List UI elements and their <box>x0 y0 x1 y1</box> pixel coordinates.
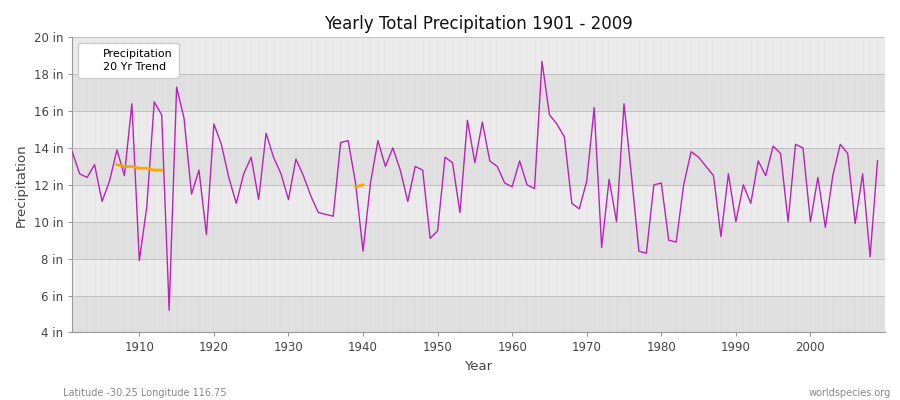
Precipitation <box>611 219 622 224</box>
Text: Latitude -30.25 Longitude 116.75: Latitude -30.25 Longitude 116.75 <box>63 388 227 398</box>
20 Yr Trend <box>141 166 152 171</box>
Precipitation <box>536 59 547 64</box>
20 Yr Trend <box>127 164 138 169</box>
X-axis label: Year: Year <box>464 360 492 373</box>
Precipitation <box>127 101 138 106</box>
Precipitation <box>872 158 883 163</box>
Precipitation <box>164 308 175 313</box>
Precipitation <box>514 158 525 163</box>
Line: 20 Yr Trend: 20 Yr Trend <box>117 164 162 170</box>
Bar <box>72 37 885 74</box>
Bar <box>72 259 885 296</box>
Bar <box>72 74 885 111</box>
Line: Precipitation: Precipitation <box>72 61 878 310</box>
Text: worldspecies.org: worldspecies.org <box>809 388 891 398</box>
Precipitation <box>343 138 354 143</box>
Precipitation <box>507 184 517 189</box>
20 Yr Trend <box>157 168 167 172</box>
Precipitation <box>298 173 309 178</box>
Bar <box>72 111 885 148</box>
Bar <box>72 148 885 185</box>
20 Yr Trend <box>148 168 159 172</box>
Y-axis label: Precipitation: Precipitation <box>15 143 28 227</box>
Title: Yearly Total Precipitation 1901 - 2009: Yearly Total Precipitation 1901 - 2009 <box>324 15 633 33</box>
20 Yr Trend <box>112 162 122 167</box>
20 Yr Trend <box>134 166 145 171</box>
Bar <box>72 222 885 259</box>
Legend: Precipitation, 20 Yr Trend: Precipitation, 20 Yr Trend <box>77 43 178 78</box>
Bar <box>72 185 885 222</box>
Bar <box>72 296 885 332</box>
Precipitation <box>67 149 77 154</box>
20 Yr Trend <box>119 164 130 169</box>
